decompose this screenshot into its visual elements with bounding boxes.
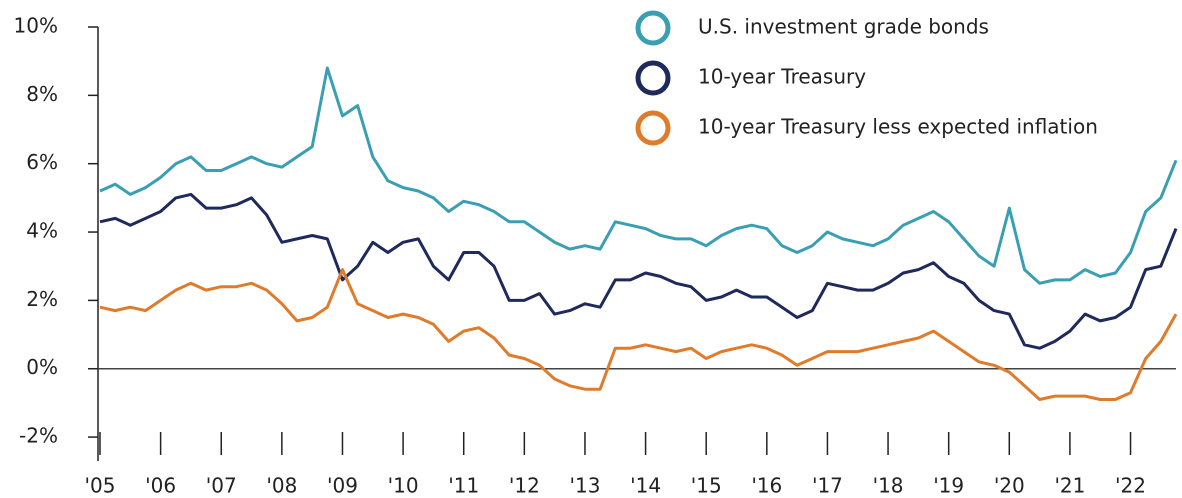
legend-marker	[635, 110, 671, 146]
y-tick-label: 6%	[26, 150, 58, 174]
x-tick-label: '11	[448, 474, 479, 498]
x-tick-label: '22	[1115, 474, 1146, 498]
legend-label: U.S. investment grade bonds	[698, 15, 989, 39]
y-tick-label: 4%	[26, 219, 58, 243]
y-tick-label: 0%	[26, 355, 58, 379]
legend-label: 10-year Treasury less expected inflation	[698, 115, 1098, 139]
x-tick-label: '08	[266, 474, 297, 498]
series-line	[99, 268, 1178, 401]
x-tick-label: '19	[933, 474, 964, 498]
x-tick-label: '06	[145, 474, 176, 498]
y-tick-label: 8%	[26, 82, 58, 106]
x-tick-label: '18	[873, 474, 904, 498]
x-tick-label: '15	[691, 474, 722, 498]
x-tick-label: '16	[751, 474, 782, 498]
x-tick-label: '07	[206, 474, 237, 498]
legend-label: 10-year Treasury	[698, 65, 866, 89]
x-tick-label: '17	[812, 474, 843, 498]
y-tick-label: 2%	[26, 287, 58, 311]
x-tick-label: '21	[1054, 474, 1085, 498]
series-line	[99, 192, 1178, 350]
x-tick-label: '20	[994, 474, 1025, 498]
x-tick-label: '09	[327, 474, 358, 498]
legend-marker	[635, 10, 671, 46]
series-line	[99, 66, 1178, 285]
x-tick-label: '05	[85, 474, 116, 498]
x-tick-label: '14	[630, 474, 661, 498]
y-tick-label: 10%	[14, 14, 58, 38]
legend-marker	[635, 60, 671, 96]
x-tick-label: '13	[569, 474, 600, 498]
x-tick-label: '12	[509, 474, 540, 498]
y-tick-label: -2%	[19, 424, 58, 448]
x-tick-label: '10	[388, 474, 419, 498]
